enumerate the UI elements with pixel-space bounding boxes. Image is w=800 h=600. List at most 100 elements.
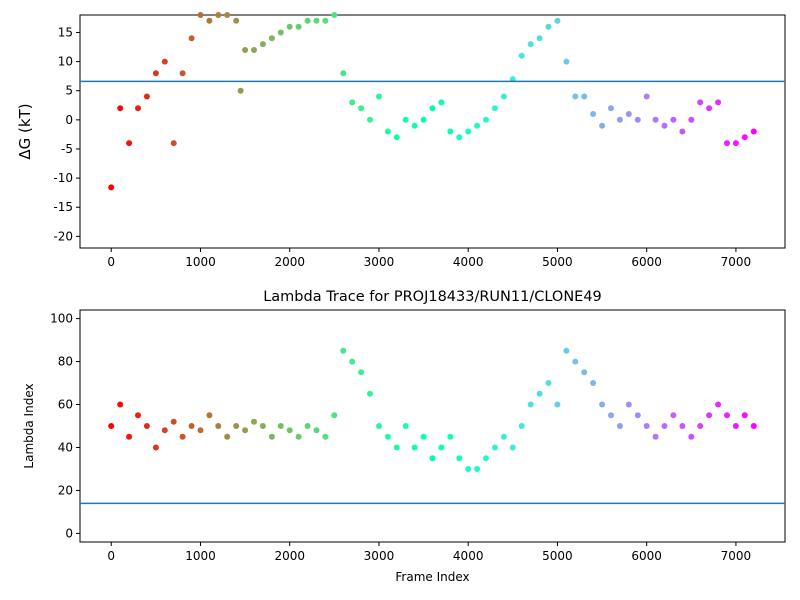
delta-g-point (572, 93, 579, 100)
lambda-point (206, 412, 213, 419)
delta-g-point (518, 52, 525, 59)
lambda-point (706, 412, 713, 419)
lambda-point (429, 455, 436, 462)
delta-g-point (706, 105, 713, 112)
lambda-point (233, 423, 240, 429)
delta-g-point (420, 116, 427, 123)
lambda-x-axis-label: Frame Index (395, 570, 469, 584)
lambda-point (393, 444, 400, 451)
lambda-plot-frame (79, 309, 786, 543)
delta-g-point (126, 140, 133, 147)
lambda-point (304, 423, 311, 429)
y-tick-label: -10 (53, 171, 73, 185)
y-tick-label: 40 (58, 440, 73, 454)
lambda-point (679, 423, 686, 429)
delta-g-point (224, 12, 231, 18)
lambda-point (474, 466, 481, 472)
lambda-point (224, 433, 231, 440)
lambda-point (108, 423, 115, 429)
lambda-point (152, 444, 159, 451)
lambda-point (741, 412, 748, 419)
y-tick-label: 60 (58, 398, 73, 412)
y-tick-label: 80 (58, 355, 73, 369)
delta-g-point (358, 105, 365, 112)
y-tick-label: 0 (65, 113, 73, 127)
delta-g-point (474, 122, 481, 129)
lambda-point (295, 433, 302, 440)
y-tick-label: -5 (61, 142, 73, 156)
delta-g-point (331, 12, 338, 18)
x-tick-label: 2000 (274, 255, 305, 269)
delta-g-point (679, 128, 686, 135)
x-tick-label: 1000 (185, 549, 216, 563)
x-tick-label: 3000 (364, 549, 395, 563)
lambda-point (563, 347, 570, 354)
lambda-point (143, 423, 150, 429)
lambda-point (492, 444, 498, 451)
delta-g-point (688, 116, 695, 123)
delta-g-plot-frame (79, 14, 786, 249)
lambda-point (456, 455, 463, 462)
lambda-point (616, 423, 623, 429)
delta-g-point (465, 128, 472, 135)
lambda-point (215, 423, 222, 429)
delta-g-point (393, 134, 400, 141)
lambda-point (509, 444, 516, 451)
delta-g-point (108, 184, 115, 191)
lambda-point (322, 433, 329, 440)
y-tick-label: 100 (50, 312, 73, 326)
delta-g-point (715, 99, 722, 106)
x-tick-label: 3000 (364, 255, 395, 269)
delta-g-point (251, 47, 257, 53)
lambda-point (483, 455, 489, 462)
lambda-point (313, 427, 320, 434)
lambda-point (259, 423, 266, 429)
delta-g-point (161, 58, 168, 65)
delta-g-point (732, 140, 739, 147)
delta-g-point (741, 134, 748, 141)
y-tick-label: 15 (58, 25, 73, 39)
lambda-point (625, 401, 632, 408)
delta-g-point (527, 41, 534, 48)
y-tick-label: -15 (53, 200, 73, 214)
delta-g-point (599, 122, 606, 129)
delta-g-point (509, 76, 516, 83)
lambda-point (242, 427, 249, 434)
x-tick-label: 0 (107, 549, 115, 563)
delta-g-point (340, 70, 347, 77)
lambda-point (438, 444, 445, 451)
lambda-y-axis-label: Lambda Index (22, 383, 36, 468)
delta-g-panel: 0 1000 2000 3000 4000 5000 6000 7000 -20-15-10-… (16, 12, 786, 269)
delta-g-point (237, 87, 244, 94)
y-tick-label: 5 (65, 84, 73, 98)
delta-g-point (697, 99, 704, 106)
lambda-point (340, 347, 347, 354)
lambda-points (108, 347, 757, 472)
delta-g-point (438, 99, 445, 106)
x-tick-label: 4000 (453, 255, 484, 269)
delta-g-point (643, 93, 650, 100)
delta-g-point (402, 116, 409, 123)
delta-g-point (429, 105, 436, 112)
lambda-point (188, 423, 195, 429)
delta-g-points (108, 12, 757, 191)
delta-g-point (750, 128, 757, 135)
lambda-point (277, 423, 284, 429)
lambda-point (670, 412, 677, 419)
delta-g-point (536, 35, 543, 42)
delta-g-point (242, 47, 249, 53)
lambda-point (126, 433, 133, 440)
lambda-point (349, 358, 356, 365)
lambda-y-ticks: 0 20 40 60 80 100 (50, 312, 80, 540)
x-tick-label: 6000 (631, 255, 662, 269)
lambda-point (697, 423, 704, 429)
lambda-x-ticks: 0 1000 2000 3000 4000 5000 6000 7000 (107, 542, 751, 563)
delta-g-point (616, 116, 623, 123)
delta-g-point (152, 70, 159, 77)
lambda-point (117, 401, 124, 408)
x-tick-label: 4000 (453, 549, 484, 563)
lambda-point (661, 423, 668, 429)
delta-g-point (483, 116, 489, 123)
lambda-point (527, 401, 534, 408)
